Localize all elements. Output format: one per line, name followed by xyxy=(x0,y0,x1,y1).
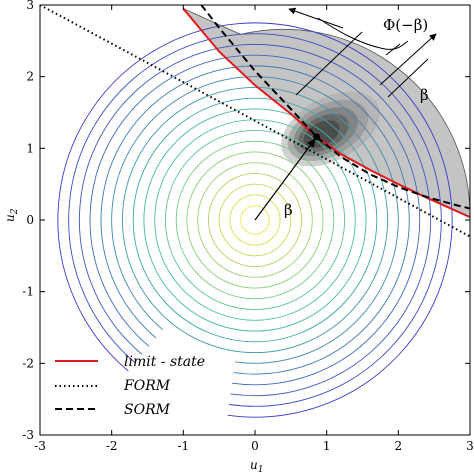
x-axis-label: u1 xyxy=(250,458,263,474)
inset-density-curve xyxy=(317,17,409,50)
inset-beta-segment xyxy=(387,58,429,98)
density-contours xyxy=(57,22,453,418)
legend: limit - state FORM SORM xyxy=(55,354,205,418)
contour-line xyxy=(57,22,453,418)
inset-beta-label: β xyxy=(420,86,429,104)
y-tick-label: -3 xyxy=(22,428,34,442)
contour-line xyxy=(175,140,335,300)
contour-line xyxy=(229,194,281,246)
inset-axis-horizontal xyxy=(295,31,363,96)
y-tick-label: -2 xyxy=(22,356,34,370)
legend-label-form: FORM xyxy=(123,378,171,394)
sorm-line xyxy=(200,5,470,210)
y-tick-label: -1 xyxy=(22,285,34,299)
limit-state-line xyxy=(182,7,470,219)
y-axis-label-main: u xyxy=(3,214,17,222)
contour-line xyxy=(111,76,399,364)
contour-line xyxy=(186,151,324,289)
inset-tick xyxy=(385,43,401,56)
legend-label-limit-state: limit - state xyxy=(124,354,205,370)
beta-label: β xyxy=(284,201,293,219)
y-tick-label: 3 xyxy=(26,0,34,12)
x-axis-label-sub: 1 xyxy=(258,465,264,474)
contour-line xyxy=(143,108,367,332)
series-lines xyxy=(40,5,470,238)
y-axis-label: u2 xyxy=(3,208,20,222)
axis-ticks: -3 -2 -1 0 1 2 3 -3 -2 -1 0 1 2 3 xyxy=(22,0,474,453)
contour-line xyxy=(197,162,313,278)
x-tick-label: -2 xyxy=(106,439,118,453)
y-tick-label: 2 xyxy=(26,70,34,84)
x-tick-label: -1 xyxy=(177,439,189,453)
x-tick-label: 2 xyxy=(395,439,403,453)
x-tick-label: 1 xyxy=(323,439,331,453)
form-line xyxy=(40,5,470,238)
y-axis-label-sub: 2 xyxy=(10,208,20,215)
x-tick-label: 0 xyxy=(251,439,259,453)
x-axis-label-main: u xyxy=(250,458,258,472)
contour-line xyxy=(68,33,442,407)
y-tick-label: 1 xyxy=(26,141,34,155)
x-tick-label: -3 xyxy=(34,439,46,453)
inset-arrow-right xyxy=(379,33,437,86)
contour-line xyxy=(121,86,389,354)
contour-line xyxy=(78,43,431,397)
contour-line xyxy=(240,205,270,235)
contour-line xyxy=(89,54,421,386)
contour-line xyxy=(164,129,346,311)
phi-label: Φ(−β) xyxy=(383,16,428,34)
phi-inset: Φ(−β) β xyxy=(288,7,437,104)
x-tick-label: 3 xyxy=(466,439,474,453)
inset-arrow-left xyxy=(288,7,344,29)
legend-label-sorm: SORM xyxy=(124,402,171,418)
contour-line xyxy=(218,183,292,257)
design-point xyxy=(313,133,321,141)
contour-line xyxy=(100,65,410,375)
contour-line xyxy=(132,97,378,343)
contour-line xyxy=(207,172,303,268)
beta-arrow xyxy=(254,138,316,221)
y-tick-label: 0 xyxy=(26,213,34,227)
